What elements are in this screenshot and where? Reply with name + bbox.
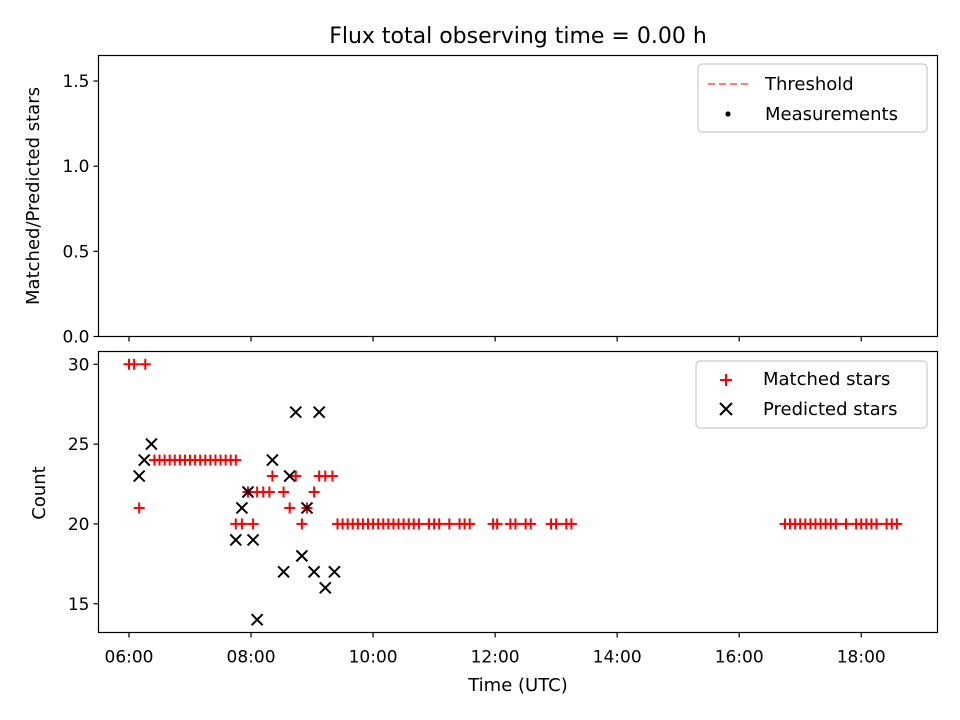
predicted-star-point [289,405,302,419]
matched-star-point [840,518,852,530]
matched-star-point [133,502,145,514]
matched-star-point [139,358,151,370]
top-legend: Threshold Measurements [697,63,928,133]
legend-predicted-swatch [719,402,733,416]
matched-star-point [413,518,425,530]
predicted-star-point [283,469,296,483]
chart-title: Flux total observing time = 0.00 h [329,24,707,49]
legend-measurements-label: Measurements [765,104,898,125]
predicted-star-point [229,533,242,547]
matched-star-point [464,518,476,530]
matched-star-point [891,518,903,530]
matched-star-point [290,470,302,482]
legend-measurements-swatch [725,111,731,117]
bottom-ytick-label: 30 [68,355,90,375]
predicted-star-point [246,533,260,547]
predicted-star-point [145,437,158,451]
predicted-star-point [295,549,309,563]
top-ytick-label: 0.0 [62,328,89,348]
top-legend-box [697,63,928,133]
predicted-star-point [300,501,314,515]
bottom-ytick-label: 25 [68,435,90,455]
matched-star-point [236,518,248,530]
matched-star-point [263,486,275,498]
bottom-ylabel: Count [29,466,50,519]
predicted-star-point [328,565,341,579]
matched-star-point [491,518,503,530]
matched-star-point [870,518,882,530]
predicted-star-point [312,405,326,419]
predicted-star-point [241,485,255,499]
predicted-star-point [138,453,151,467]
predicted-star-point [235,501,249,515]
legend-matched-label: Matched stars [763,369,890,390]
matched-star-point [326,470,338,482]
matched-star-point [525,518,537,530]
bottom-xlabel: Time (UTC) [467,675,568,696]
bottom-xtick-label: 06:00 [105,648,154,668]
bottom-legend: Matched stars Predicted stars [695,360,928,429]
matched-star-point [830,518,842,530]
top-ticks: 0.0 0.5 1.0 1.5 [62,72,862,348]
bottom-xtick-label: 10:00 [349,648,398,668]
top-ylabel: Matched/Predicted stars [23,87,44,305]
matched-star-point [284,502,296,514]
bottom-plot: Count Time (UTC) 15 20 25 30 06:00 08:00 10:00… [29,350,939,696]
top-plot: Flux total observing time = 0.00 h Match… [23,24,939,348]
top-ytick-label: 0.5 [62,242,89,262]
bottom-ytick-label: 15 [68,595,90,615]
predicted-star-point [277,565,290,579]
legend-threshold-label: Threshold [764,74,854,95]
matched-star-point [565,518,577,530]
matched-star-point [230,454,242,466]
predicted-star-point [250,613,264,626]
bottom-xtick-label: 14:00 [593,648,642,668]
top-axes-frame [97,54,939,338]
top-ytick-label: 1.5 [62,72,89,92]
bottom-xtick-label: 16:00 [715,648,764,668]
matched-star-point [308,486,320,498]
matched-star-point [128,358,140,370]
predicted-star-point [266,453,279,467]
matched-star-point [266,470,278,482]
bottom-ticks: 15 20 25 30 06:00 08:00 10:00 12:00 14:00 16:00 18… [68,355,886,667]
bottom-legend-box [695,360,928,429]
matched-star-point [550,518,562,530]
bottom-axes-frame [97,350,939,634]
bottom-marks [123,358,903,626]
matched-star-point [443,518,455,530]
matched-star-point [509,518,521,530]
matched-star-point [247,518,259,530]
predicted-star-point [319,581,332,595]
bottom-xtick-label: 08:00 [227,648,276,668]
legend-matched-swatch [720,374,732,386]
legend-predicted-label: Predicted stars [763,399,897,420]
matched-star-point [296,518,308,530]
matched-star-point [433,518,445,530]
matched-star-point [278,486,290,498]
predicted-star-point [307,565,321,579]
top-ytick-label: 1.0 [62,157,89,177]
predicted-star-point [132,469,146,483]
bottom-xtick-label: 18:00 [837,648,886,668]
bottom-xtick-label: 12:00 [471,648,520,668]
bottom-ytick-label: 20 [68,515,90,535]
